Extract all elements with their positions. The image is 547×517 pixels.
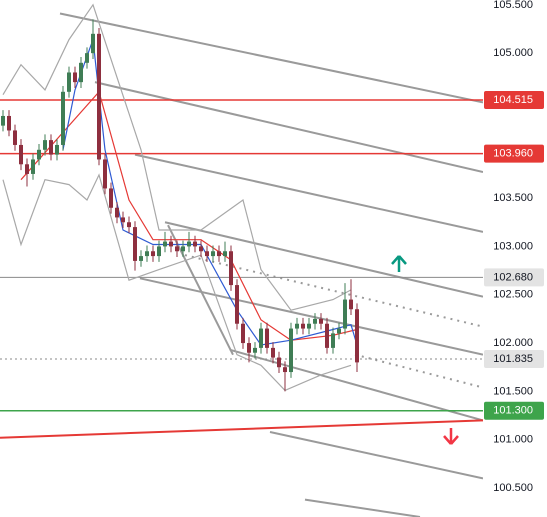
candle-body: [151, 251, 155, 257]
candle-body: [217, 251, 221, 257]
candle-body: [343, 299, 347, 329]
candle-body: [91, 33, 95, 54]
candle-body: [289, 328, 293, 373]
candle-body: [301, 323, 305, 329]
level-label-bg: [484, 91, 544, 110]
indicator-line: [2, 173, 352, 392]
candle-body: [355, 309, 359, 363]
candle-body: [175, 246, 179, 252]
candle-body: [61, 91, 65, 145]
trend-line: [354, 353, 483, 389]
candle-body: [139, 256, 143, 261]
level-label: 104.515: [493, 94, 533, 106]
candle-body: [103, 159, 107, 189]
candle-body: [313, 318, 317, 324]
trend-line: [59, 12, 483, 104]
indicator-line: [20, 90, 358, 341]
candle-body: [253, 347, 257, 353]
candle-body: [133, 227, 137, 261]
level-label-bg: [484, 350, 544, 369]
candle-body: [157, 246, 161, 257]
candle-body: [13, 130, 17, 145]
candle-body: [97, 33, 101, 160]
trend-line: [229, 348, 483, 422]
indicator-line: [2, 3, 352, 311]
candle-body: [307, 323, 311, 329]
candle-body: [73, 72, 77, 83]
level-label-bg: [484, 268, 544, 287]
candle-body: [7, 115, 11, 131]
trend-line: [304, 498, 421, 517]
up-arrow: [391, 255, 407, 272]
candle-body: [325, 323, 329, 348]
level-label: 103.960: [493, 148, 533, 160]
candle-body: [55, 144, 59, 155]
candle-body: [199, 246, 203, 252]
candle-body: [37, 149, 41, 160]
candle-body: [331, 333, 335, 348]
trend-line: [0, 419, 483, 439]
candle-body: [85, 53, 89, 63]
candle-body: [19, 144, 23, 165]
candle-body: [49, 140, 53, 155]
candle-body: [247, 343, 251, 353]
candle-body: [163, 241, 167, 247]
candle-body: [223, 251, 227, 257]
candle-body: [235, 285, 239, 324]
candle-body: [349, 299, 353, 310]
y-tick-label: 105.000: [493, 47, 533, 59]
y-tick-label: 102.000: [493, 337, 533, 349]
level-label-bg: [484, 401, 544, 420]
candle-body: [259, 328, 263, 348]
y-tick-label: 103.000: [493, 240, 533, 252]
trend-line: [164, 221, 483, 298]
level-label: 102.680: [493, 271, 533, 283]
candle-body: [145, 251, 149, 257]
candle-body: [229, 251, 233, 286]
candle-body: [241, 323, 245, 344]
y-tick-label: 101.000: [493, 434, 533, 446]
trend-line: [139, 277, 483, 356]
candle-body: [265, 328, 269, 348]
candle-body: [271, 347, 275, 358]
y-tick-label: 105.500: [493, 0, 533, 11]
candle-body: [211, 251, 215, 257]
trend-line: [94, 81, 483, 173]
candle-body: [115, 207, 119, 218]
candle-body: [193, 241, 197, 247]
candle-body: [169, 241, 173, 247]
trend-line: [134, 153, 483, 233]
candle-body: [79, 62, 83, 83]
candle-body: [187, 241, 191, 247]
level-label: 101.835: [493, 353, 533, 365]
candle-body: [25, 164, 29, 174]
y-tick-label: 102.500: [493, 289, 533, 301]
y-tick-label: 100.500: [493, 482, 533, 494]
candle-body: [337, 328, 341, 334]
candle-body: [319, 318, 323, 324]
plot-area: [0, 3, 483, 517]
candle-body: [205, 251, 209, 257]
candle-body: [283, 367, 287, 373]
candle-body: [277, 357, 281, 368]
candle-body: [1, 115, 5, 126]
candle-body: [295, 323, 299, 329]
candle-body: [181, 246, 185, 252]
candle-body: [127, 222, 131, 228]
candle-body: [43, 140, 47, 150]
level-label: 101.300: [493, 405, 533, 417]
level-label-bg: [484, 144, 544, 163]
candle-body: [31, 159, 35, 174]
candle-body: [121, 217, 125, 223]
down-arrow: [443, 428, 459, 445]
trend-line: [269, 430, 483, 480]
candle-body: [67, 72, 71, 92]
candle-body: [109, 188, 113, 208]
y-tick-label: 101.500: [493, 385, 533, 397]
price-axis: 105.500105.000104.500104.000103.500103.0…: [484, 0, 544, 494]
y-tick-label: 103.500: [493, 192, 533, 204]
